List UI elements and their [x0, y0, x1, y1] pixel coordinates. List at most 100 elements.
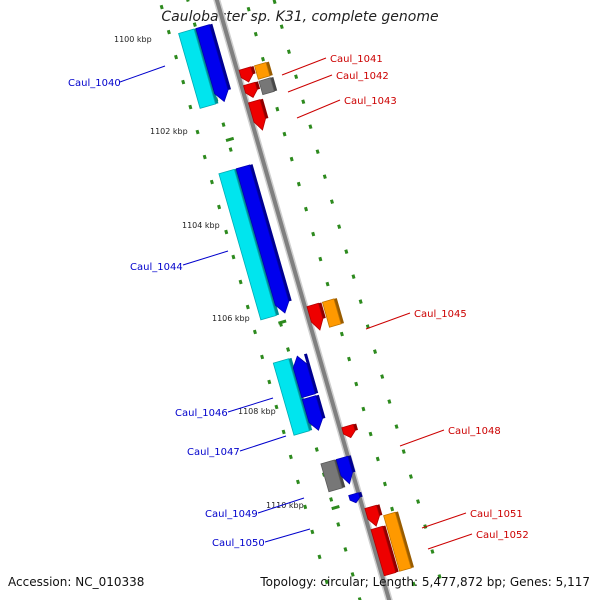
feature-side	[266, 61, 273, 76]
gene-label: Caul_1048	[448, 426, 501, 437]
gene-leader-line	[399, 429, 445, 447]
gene-label: Caul_1050	[212, 538, 265, 549]
page-title: Caulobacter sp. K31, complete genome	[161, 9, 439, 25]
guide-dot	[275, 106, 280, 112]
guide-dot	[238, 279, 243, 285]
guide-dot	[314, 447, 319, 452]
guide-dot	[347, 356, 352, 362]
guide-dot	[174, 54, 179, 60]
guide-dot	[357, 597, 362, 600]
feature-body	[335, 455, 353, 485]
feature-side	[333, 298, 344, 324]
feature-body	[218, 168, 277, 321]
gene-label: Caul_1047	[187, 447, 240, 458]
ruler-label: 1100 kbp	[114, 35, 152, 44]
feature-side	[250, 66, 256, 75]
ruler-tick	[225, 136, 235, 142]
guide-dot	[337, 224, 342, 229]
guide-dot	[408, 474, 413, 479]
genome-summary-text: Topology: circular; Length: 5,477,872 bp…	[260, 575, 590, 589]
guide-dot	[181, 79, 186, 85]
guide-dot	[358, 299, 363, 304]
gene-leader-line	[264, 528, 311, 543]
guide-dot	[289, 156, 294, 162]
guide-dot	[252, 329, 257, 335]
guide-dot	[311, 231, 316, 237]
gene-caul-1048	[341, 423, 358, 439]
guide-dot	[281, 429, 286, 435]
guide-dot	[304, 206, 309, 212]
feature-side	[318, 302, 326, 319]
gene-leader-line	[239, 435, 287, 452]
guide-dot	[272, 0, 277, 5]
feature-body	[301, 395, 323, 431]
guide-dot	[296, 479, 301, 485]
guide-dot	[361, 406, 366, 412]
feature-side	[376, 504, 383, 516]
gene-caul-1042	[243, 81, 261, 98]
gene-caul-1047	[301, 394, 326, 431]
feature-side	[260, 98, 269, 119]
gene-caul-1049	[335, 455, 356, 485]
gene-caul-1050	[348, 491, 363, 504]
guide-dot	[322, 174, 327, 180]
gene-leader-line	[182, 250, 229, 266]
gene-label: Caul_1043	[344, 96, 397, 107]
ruler-tick	[331, 505, 340, 511]
gene-leader-line	[281, 57, 327, 76]
feature-body	[258, 77, 275, 96]
feature-body	[248, 99, 266, 131]
guide-dot	[303, 504, 308, 510]
guide-dot	[325, 281, 330, 287]
gene-label: Caul_1046	[175, 408, 228, 419]
guide-dot	[318, 256, 323, 262]
feature-side	[382, 525, 399, 573]
gene-label: Caul_1052	[476, 530, 529, 541]
guide-dot	[260, 354, 265, 360]
guide-dot	[296, 181, 301, 187]
guide-dot	[373, 349, 378, 354]
feature-body	[292, 355, 316, 399]
guide-dot	[274, 404, 279, 410]
feature-body	[238, 66, 254, 83]
guide-dot	[336, 522, 341, 527]
feature-body	[178, 28, 216, 109]
gene-caul-1043	[248, 98, 269, 131]
gene-leader-line	[119, 65, 166, 83]
ruler-label: 1106 kbp	[212, 314, 250, 323]
guide-dot	[195, 129, 200, 135]
gene-caul-1045-rna	[321, 298, 344, 328]
feature-body	[341, 423, 356, 439]
feature-side	[315, 394, 326, 419]
gene-label: Caul_1040	[68, 78, 121, 89]
feature-body	[348, 492, 361, 504]
gene-leader-line	[365, 312, 411, 330]
guide-dot	[308, 124, 313, 130]
gene-label: Caul_1042	[336, 71, 389, 82]
gene-caul-1052-orange	[383, 511, 414, 572]
gene-leader-line	[421, 512, 467, 529]
ruler-label: 1104 kbp	[182, 221, 220, 230]
feature-body	[306, 302, 324, 331]
gene-label: Caul_1051	[470, 509, 523, 520]
guide-dot	[343, 547, 348, 552]
guide-dot	[231, 254, 236, 260]
feature-side	[270, 77, 278, 92]
feature-body	[272, 358, 310, 436]
feature-side	[353, 423, 358, 431]
guide-dot	[253, 31, 258, 37]
guide-dot	[387, 399, 392, 404]
guide-dot	[437, 574, 442, 579]
gene-label: Caul_1049	[205, 509, 258, 520]
gene-label: Caul_1044	[130, 262, 183, 273]
feature-body	[195, 24, 229, 103]
guide-dot	[416, 499, 421, 504]
guide-dot	[286, 347, 291, 352]
feature-side	[347, 455, 356, 473]
guide-dot	[267, 379, 272, 385]
guide-dot	[411, 581, 416, 587]
guide-dot	[279, 24, 284, 30]
gene-leader-line	[257, 497, 305, 514]
